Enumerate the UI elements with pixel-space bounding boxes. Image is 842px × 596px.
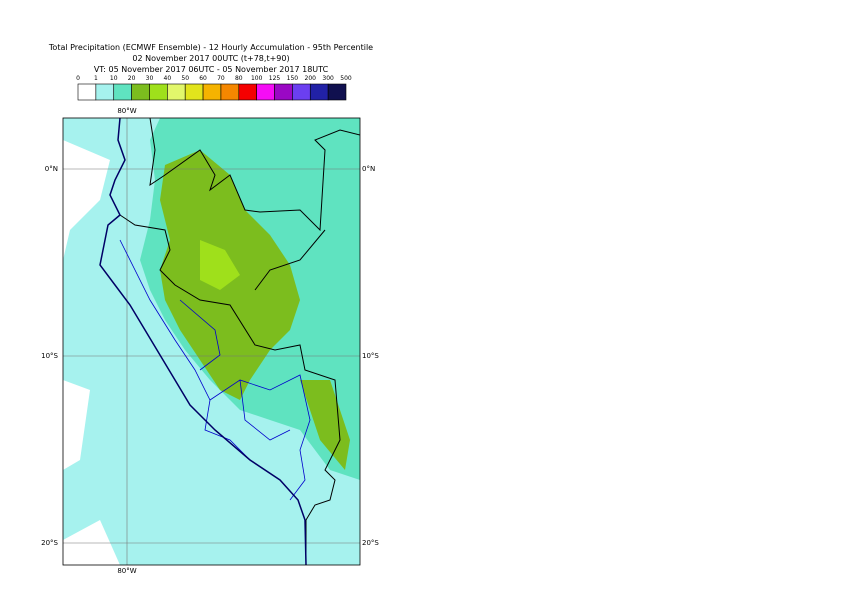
coastline	[99, 118, 307, 565]
map	[63, 118, 360, 565]
border	[149, 118, 360, 232]
map-frame	[62, 117, 361, 566]
lon-label: 80°W	[117, 567, 136, 575]
lat-label: 10°S	[41, 352, 58, 360]
legend-swatch	[238, 83, 257, 101]
legend-swatch	[309, 83, 329, 101]
legend-level: 1	[94, 75, 98, 82]
heavy-precip	[300, 380, 350, 470]
legend-level: 0	[76, 75, 80, 82]
legend-level: 150	[287, 75, 299, 82]
lat-label: 0°N	[362, 165, 375, 173]
legend-swatch	[256, 83, 275, 101]
legend-level: 50	[181, 75, 189, 82]
legend-level: 100	[251, 75, 263, 82]
title: Total Precipitation (ECMWF Ensemble) - 1…	[48, 43, 373, 52]
legend-level: 20	[128, 75, 136, 82]
legend-swatch	[77, 83, 97, 101]
legend-swatch	[327, 83, 347, 101]
legend-level: 300	[322, 75, 334, 82]
very-heavy-precip	[200, 240, 240, 290]
legend-swatch	[220, 83, 240, 101]
legend-swatch	[113, 83, 132, 101]
legend-level: 125	[269, 75, 281, 82]
legend-level: 30	[146, 75, 154, 82]
legend-level: 200	[305, 75, 317, 82]
lat-label: 20°S	[41, 539, 58, 547]
legend-level: 500	[340, 75, 352, 82]
legend-swatch	[95, 83, 115, 101]
legend-swatch	[149, 83, 168, 101]
legend: 0 1 10 20 30 40 50 60 70 80 100 125 150 200 300 500	[76, 75, 352, 101]
legend-swatch	[202, 83, 222, 101]
legend-swatch	[184, 83, 204, 101]
legend-swatch	[167, 83, 186, 101]
border	[119, 214, 341, 565]
lat-label: 0°N	[45, 165, 58, 173]
legend-swatch	[292, 83, 311, 101]
legend-level: 60	[199, 75, 207, 82]
legend-level: 10	[110, 75, 118, 82]
no-precip	[63, 380, 120, 565]
base-time: 02 November 2017 00UTC (t+78,t+90)	[132, 54, 289, 63]
border	[254, 229, 326, 291]
legend-swatch	[274, 83, 293, 101]
lat-label: 10°S	[362, 352, 379, 360]
legend-swatch	[131, 83, 150, 101]
legend-level: 40	[164, 75, 172, 82]
lon-label: 80°W	[117, 107, 136, 115]
legend-level: 80	[235, 75, 243, 82]
region-border	[119, 239, 311, 501]
lat-label: 20°S	[362, 539, 379, 547]
legend-level: 70	[217, 75, 225, 82]
valid-time: VT: 05 November 2017 06UTC - 05 November…	[94, 65, 329, 74]
